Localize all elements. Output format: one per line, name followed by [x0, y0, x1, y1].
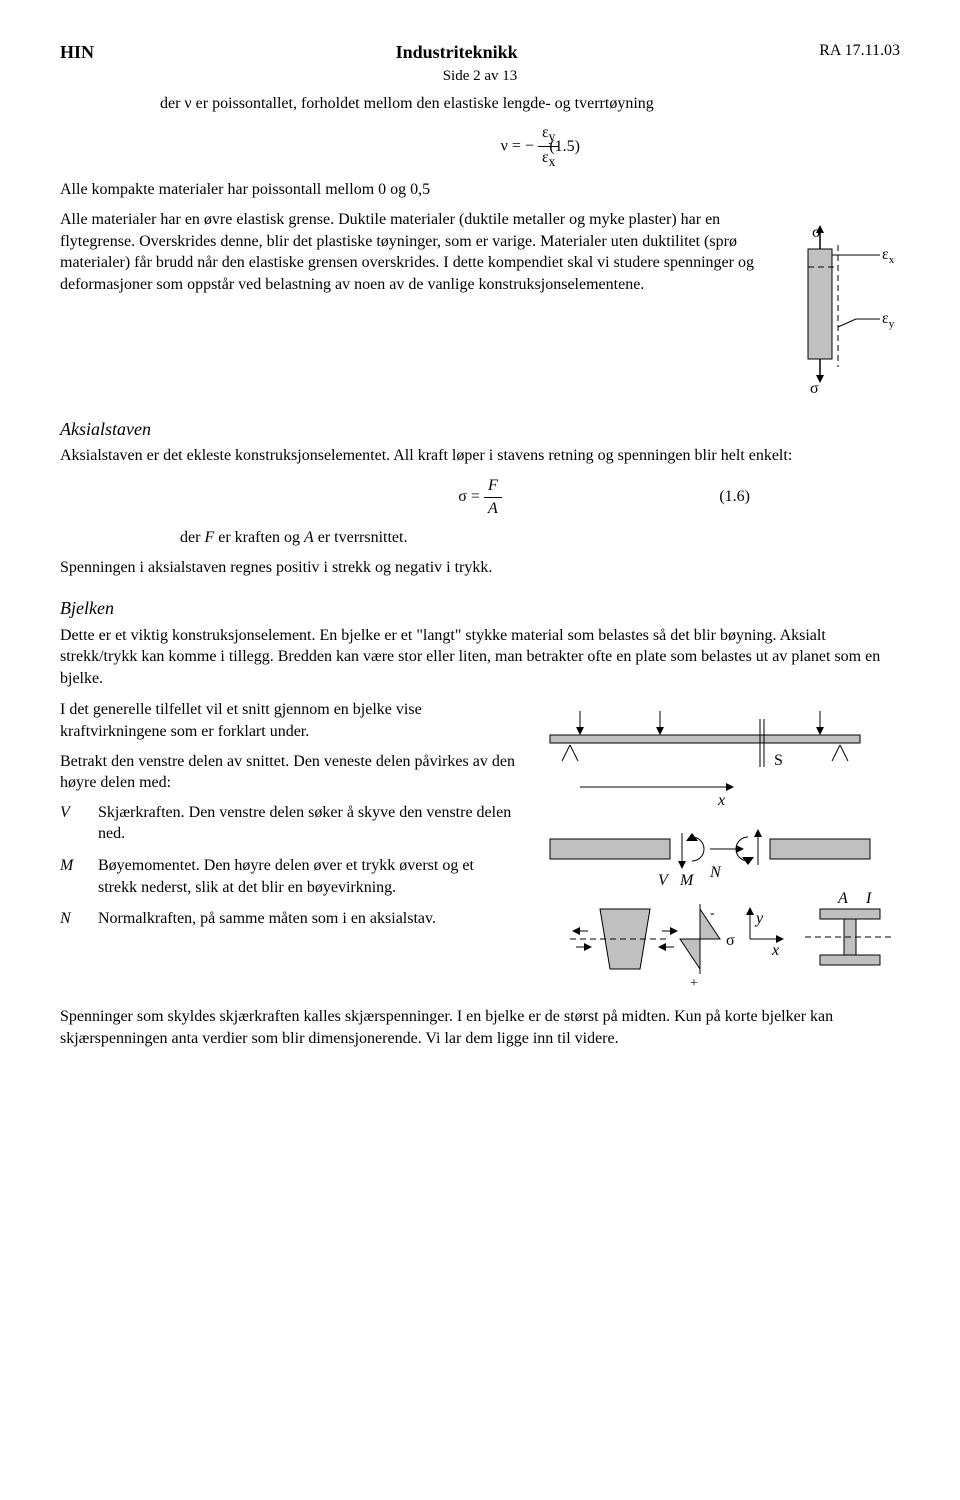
bjelken-p3: Betrakt den venstre delen av snittet. De… [60, 751, 516, 794]
beam-section: I det generelle tilfellet vil et snitt g… [60, 699, 900, 1006]
strain-diagram-svg: σ εx εy σ [790, 219, 900, 399]
aksial-p2d: A [304, 529, 314, 546]
svg-text:εx: εx [882, 246, 895, 266]
eq15-num: ε [542, 124, 549, 141]
aksial-p2a: der [180, 529, 204, 546]
term-m: M Bøyemomentet. Den høyre delen øver et … [60, 855, 516, 898]
intro-line: der ν er poissontallet, forholdet mellom… [160, 93, 900, 115]
aksial-heading: Aksialstaven [60, 417, 900, 441]
eps-y-sub: y [889, 318, 895, 330]
label-x2: x [771, 942, 779, 959]
bjelken-p2: I det generelle tilfellet vil et snitt g… [60, 699, 516, 742]
equation-1-6: σ = F A (1.6) [60, 475, 900, 519]
eq16-sigma: σ = [458, 488, 480, 505]
equation-1-5: ν = − εy εx (1.5) [60, 122, 900, 171]
grense-section: Alle materialer har en øvre elastisk gre… [60, 209, 900, 399]
aksial-p2: der F er kraften og A er tverrsnittet. [180, 527, 900, 549]
para-grense: Alle materialer har en øvre elastisk gre… [60, 209, 770, 295]
eq16-den: A [484, 498, 502, 520]
eq15-den: ε [542, 149, 549, 166]
aksial-p1: Aksialstaven er det ekleste konstruksjon… [60, 445, 900, 467]
bjelken-p1: Dette er et viktig konstruksjonselement.… [60, 625, 900, 690]
label-N: N [709, 864, 722, 881]
eq15-label: (1.5) [549, 136, 580, 158]
eps-x-sub: x [889, 254, 895, 266]
label-minus: - [710, 906, 715, 921]
eq16-fraction: F A [484, 475, 502, 519]
label-x1: x [717, 792, 725, 809]
header-sub: Side 2 av 13 [60, 66, 900, 86]
page-header: HIN Industriteknikk RA 17.11.03 [60, 40, 900, 64]
aksial-p2c: er kraften og [214, 529, 304, 546]
label-M: M [679, 872, 695, 889]
line-kompakte: Alle kompakte materialer har poissontall… [60, 179, 900, 201]
label-sigma: σ [726, 932, 735, 949]
eq16-label: (1.6) [719, 486, 750, 508]
beam-diagram: S x V M [540, 699, 900, 1006]
label-A: A [837, 890, 848, 907]
eq15-lhs: ν = − [501, 137, 534, 154]
label-plus: + [690, 976, 698, 991]
term-v: V Skjærkraften. Den venstre delen søker … [60, 802, 516, 845]
aksial-p2b: F [204, 529, 214, 546]
header-right: RA 17.11.03 [819, 40, 900, 64]
term-n-label: N [60, 908, 84, 930]
sigma-bottom: σ [810, 380, 819, 397]
aksial-p2e: er tverrsnittet. [314, 529, 408, 546]
eq16-num: F [484, 475, 502, 498]
term-n-def: Normalkraften, på samme måten som i en a… [98, 908, 516, 930]
term-n: N Normalkraften, på samme måten som i en… [60, 908, 516, 930]
bjelken-heading: Bjelken [60, 596, 900, 620]
header-left: HIN [60, 40, 94, 64]
term-m-label: M [60, 855, 84, 877]
aksial-p3: Spenningen i aksialstaven regnes positiv… [60, 557, 900, 579]
sigma-top: σ [812, 224, 821, 241]
svg-text:εy: εy [882, 310, 895, 330]
label-I: I [865, 890, 872, 907]
term-m-def: Bøyemomentet. Den høyre delen øver et tr… [98, 855, 516, 898]
strain-diagram: σ εx εy σ [790, 219, 900, 399]
term-v-label: V [60, 802, 84, 824]
label-S: S [774, 752, 783, 769]
label-y: y [754, 910, 764, 927]
beam-diagram-svg: S x V M [540, 699, 900, 999]
closing-para: Spenninger som skyldes skjærkraften kall… [60, 1006, 900, 1049]
header-center: Industriteknikk [396, 40, 518, 64]
label-V: V [658, 872, 670, 889]
term-v-def: Skjærkraften. Den venstre delen søker å … [98, 802, 516, 845]
